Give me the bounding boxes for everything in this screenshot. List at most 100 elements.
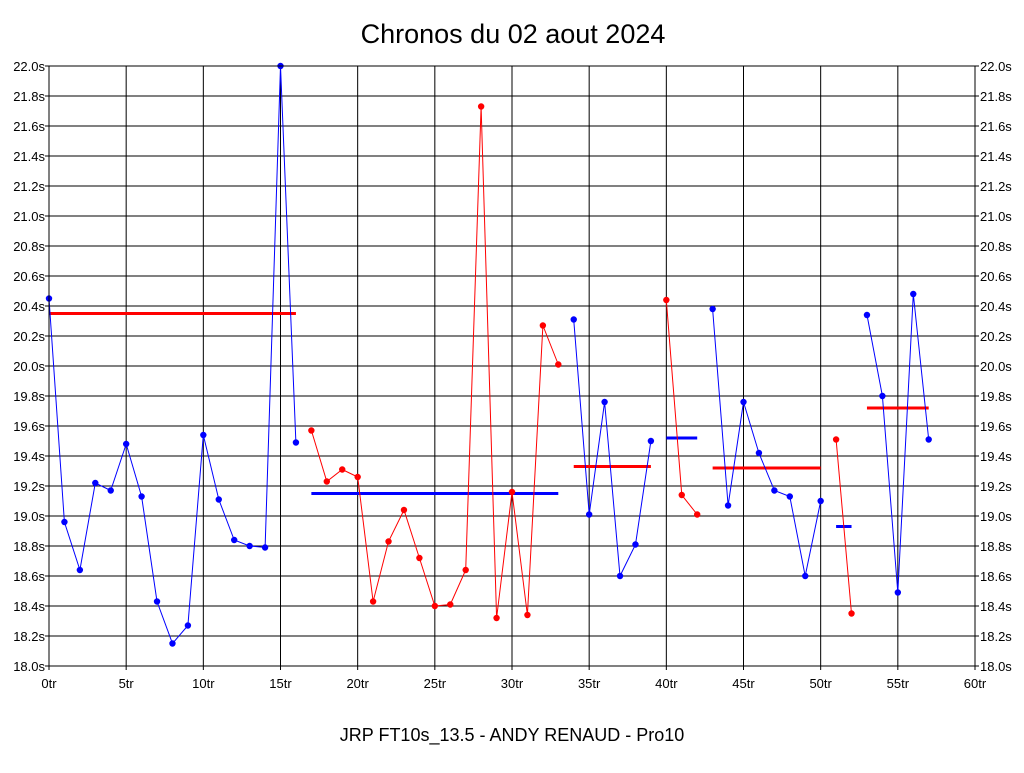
y-tick-label-left: 19.6s: [13, 419, 45, 434]
y-tick-label-right: 20.4s: [980, 299, 1012, 314]
data-point: [709, 305, 716, 313]
data-point: [477, 103, 485, 110]
y-tick-label-right: 18.8s: [980, 539, 1012, 554]
series: [45, 62, 932, 647]
average-lines: [49, 312, 929, 528]
data-point: [616, 572, 624, 580]
y-tick-label-left: 19.2s: [13, 479, 45, 494]
y-tick-label-right: 20.8s: [980, 239, 1012, 254]
data-point: [894, 589, 902, 596]
data-point: [323, 478, 330, 485]
data-point: [601, 398, 608, 406]
y-tick-label-right: 21.0s: [980, 209, 1012, 224]
data-point: [416, 554, 423, 562]
data-point: [694, 511, 701, 518]
data-point: [215, 496, 222, 503]
y-tick-label-left: 19.4s: [13, 449, 45, 464]
y-tick-label-right: 22.0s: [980, 59, 1012, 74]
data-point: [771, 487, 778, 494]
x-tick-label: 50tr: [809, 676, 832, 691]
data-point: [462, 566, 469, 574]
data-point: [632, 541, 639, 548]
data-point: [817, 497, 824, 505]
x-tick-label: 35tr: [578, 676, 601, 691]
series-line-3: [573, 319, 652, 578]
y-tick-label-left: 21.8s: [13, 89, 45, 104]
data-point: [76, 566, 84, 574]
x-tick-label: 60tr: [964, 676, 987, 691]
chart-title: Chronos du 02 aout 2024: [361, 19, 666, 49]
data-point: [431, 602, 439, 610]
chart-footer: JRP FT10s_13.5 - ANDY RENAUD - Pro10: [340, 725, 684, 746]
data-point: [292, 439, 300, 446]
data-point: [92, 479, 99, 487]
y-tick-label-right: 19.0s: [980, 509, 1012, 524]
y-tick-label-right: 18.4s: [980, 599, 1012, 614]
y-tick-label-left: 22.0s: [13, 59, 45, 74]
data-point: [385, 538, 392, 545]
x-tick-label: 5tr: [119, 676, 135, 691]
series-line-6: [835, 439, 852, 614]
y-tick-label-left: 20.8s: [13, 239, 45, 254]
y-tick-label-right: 20.0s: [980, 359, 1012, 374]
y-tick-label-left: 18.6s: [13, 569, 45, 584]
y-tick-label-right: 21.6s: [980, 119, 1012, 134]
data-point: [647, 437, 655, 445]
data-point: [832, 436, 840, 443]
data-point: [802, 572, 809, 580]
y-tick-label-left: 21.2s: [13, 179, 45, 194]
data-point: [863, 311, 871, 319]
x-tick-label: 15tr: [269, 676, 292, 691]
data-point: [308, 427, 315, 434]
x-tick-label: 10tr: [192, 676, 215, 691]
y-tick-label-right: 21.4s: [980, 149, 1012, 164]
y-tick-label-right: 19.8s: [980, 389, 1012, 404]
data-point: [663, 296, 670, 304]
x-tick-label: 55tr: [887, 676, 910, 691]
data-point: [184, 622, 192, 629]
y-tick-label-left: 18.2s: [13, 629, 45, 644]
data-point: [555, 361, 562, 368]
y-tick-label-left: 21.4s: [13, 149, 45, 164]
data-point: [231, 536, 238, 544]
data-point: [848, 610, 855, 617]
plot-frame: [48, 65, 976, 667]
y-tick-label-left: 20.4s: [13, 299, 45, 314]
data-point: [122, 440, 130, 448]
y-tick-label-left: 18.0s: [13, 659, 45, 674]
data-point: [261, 544, 269, 551]
y-tick-label-right: 18.2s: [980, 629, 1012, 644]
data-point: [354, 473, 361, 481]
y-tick-label-right: 18.0s: [980, 659, 1012, 674]
data-point: [200, 431, 207, 439]
y-tick-label-left: 18.8s: [13, 539, 45, 554]
y-tick-label-left: 20.0s: [13, 359, 45, 374]
data-point: [678, 491, 685, 499]
series-line-5: [712, 308, 822, 577]
y-tick-label-left: 19.0s: [13, 509, 45, 524]
x-tick-label: 30tr: [501, 676, 524, 691]
data-point: [369, 598, 377, 605]
x-tick-label: 25tr: [424, 676, 447, 691]
y-tick-label-left: 21.6s: [13, 119, 45, 134]
data-point: [400, 506, 408, 514]
y-tick-label-right: 21.2s: [980, 179, 1012, 194]
y-tick-label-right: 19.4s: [980, 449, 1012, 464]
y-tick-label-left: 20.6s: [13, 269, 45, 284]
x-tick-label: 20tr: [346, 676, 369, 691]
data-point: [508, 488, 516, 496]
data-point: [107, 487, 114, 494]
y-tick-label-right: 20.2s: [980, 329, 1012, 344]
x-tick-label: 0tr: [41, 676, 57, 691]
x-tick-label: 45tr: [732, 676, 755, 691]
data-point: [755, 449, 763, 457]
data-point: [740, 398, 747, 406]
data-point: [786, 493, 793, 500]
y-tick-label-left: 21.0s: [13, 209, 45, 224]
y-tick-label-right: 18.6s: [980, 569, 1012, 584]
y-tick-label-right: 20.6s: [980, 269, 1012, 284]
axes: 18.0s 18.0s 18.2s 18.2s 18.4s 18.4s 18.6s 18.6s…: [13, 59, 1012, 691]
data-point: [879, 392, 886, 400]
